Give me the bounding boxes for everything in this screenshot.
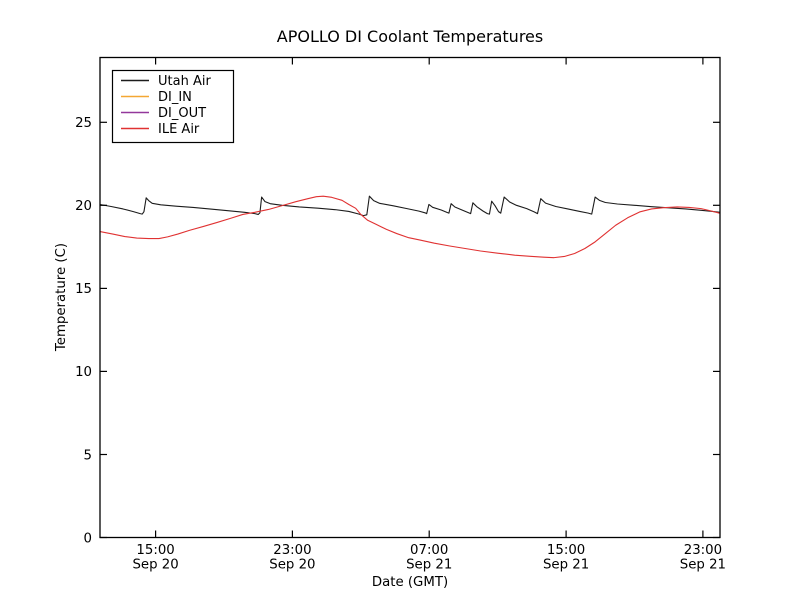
legend-label-di-out: DI_OUT [158,106,206,121]
x-tick-time-label: 23:00 [273,543,311,558]
legend-label-di-in: DI_IN [158,90,192,105]
y-tick-label: 10 [75,365,92,380]
x-tick-time-label: 15:00 [547,543,585,558]
x-tick-time-label: 23:00 [684,543,722,558]
x-tick-time-label: 15:00 [136,543,174,558]
legend: Utah Air DI_IN DI_OUT ILE Air [111,69,235,144]
x-tick-date-label: Sep 20 [269,558,315,573]
plot-frame [99,56,721,539]
legend-label-utah-air: Utah Air [158,74,211,89]
y-tick-label: 25 [75,116,92,131]
x-tick-date-label: Sep 20 [132,558,178,573]
y-axis-label: Temperature (C) [54,243,69,352]
x-axis-label: Date (GMT) [372,575,448,590]
chart-title: APOLLO DI Coolant Temperatures [277,27,543,46]
y-tick-label: 5 [84,448,92,463]
y-tick-label: 15 [75,282,92,297]
legend-box [111,69,235,144]
legend-label-ile-air: ILE Air [158,122,200,137]
series-line-ile-air [99,195,721,259]
x-tick-date-label: Sep 21 [543,558,589,573]
x-tick-time-label: 07:00 [410,543,448,558]
y-tick-label: 20 [75,199,92,214]
series-line-utah-air [99,195,721,217]
x-tick-date-label: Sep 21 [406,558,452,573]
y-tick-label: 0 [84,531,92,546]
x-tick-date-label: Sep 21 [680,558,726,573]
